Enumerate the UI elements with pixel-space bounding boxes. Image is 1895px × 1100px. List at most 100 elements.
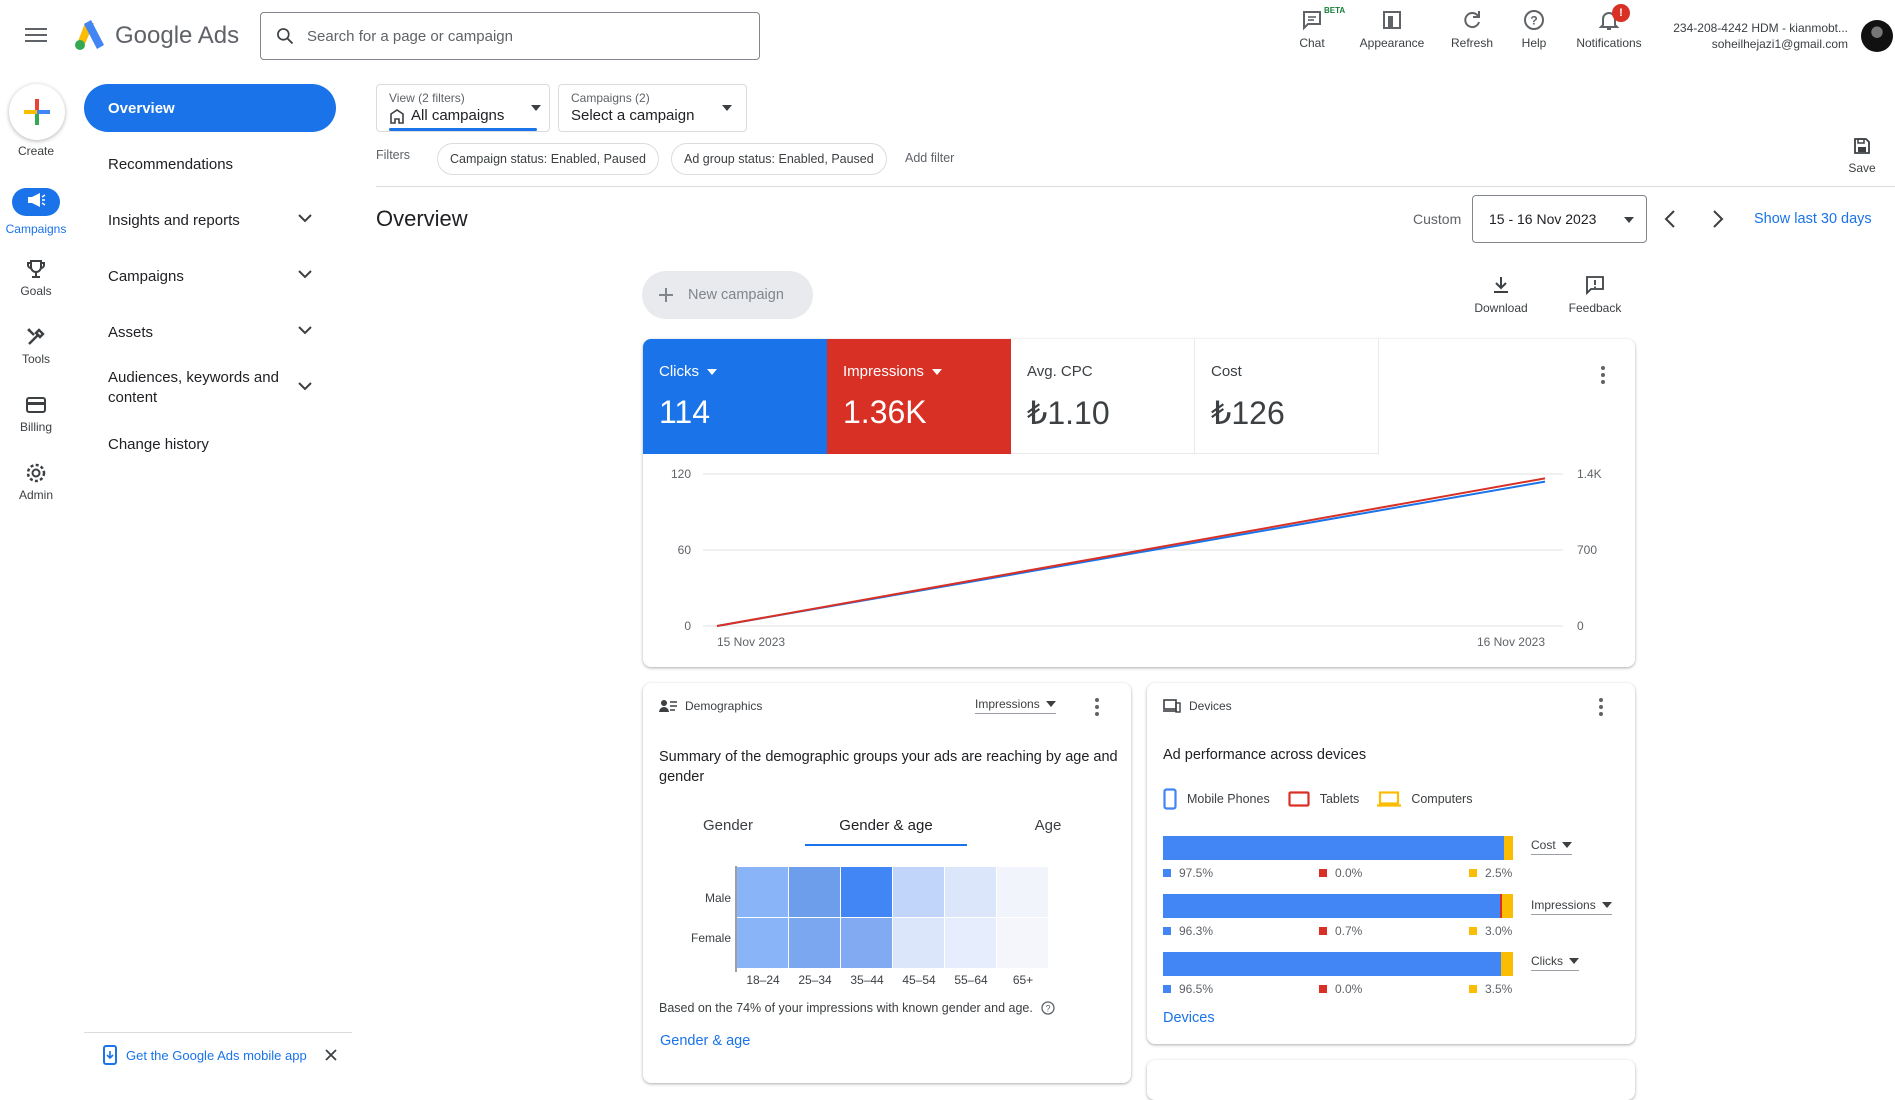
device-bar[interactable]: [1163, 894, 1513, 918]
nav-recommendations[interactable]: Recommendations: [108, 155, 234, 173]
nav-overview[interactable]: Overview: [84, 84, 336, 132]
nav-audiences-label: Audiences, keywords and content: [108, 369, 279, 406]
metric-avg-cpc[interactable]: Avg. CPC ₺1.10: [1011, 339, 1195, 454]
devices-link[interactable]: Devices: [1163, 1010, 1215, 1026]
search-input[interactable]: [307, 27, 727, 45]
save-icon: [1854, 138, 1870, 154]
performance-card: Clicks 114 Impressions 1.36K Avg. CPC ₺1…: [643, 339, 1635, 667]
device-bar[interactable]: [1163, 836, 1513, 860]
heatmap-cell[interactable]: [737, 867, 788, 917]
device-bar-segment: [1504, 836, 1513, 860]
notifications-button[interactable]: ! Notifications: [1564, 4, 1654, 50]
heatmap-cell[interactable]: [997, 918, 1048, 968]
device-metric-select[interactable]: Clicks: [1531, 954, 1579, 971]
devices-icon: [1163, 699, 1181, 713]
metric-avg-cpc-label: Avg. CPC: [1027, 363, 1093, 380]
dropdown-arrow-icon: [722, 105, 732, 111]
device-percent: 97.5%: [1179, 866, 1214, 880]
age-group-label: 18–24: [746, 973, 780, 987]
account-email: soheilhejazi1@gmail.com: [1711, 37, 1848, 51]
heatmap-cell[interactable]: [789, 867, 840, 917]
gender-age-link[interactable]: Gender & age: [660, 1033, 751, 1049]
y-tick-right: 0: [1577, 619, 1584, 633]
show-last-30-days-link[interactable]: Show last 30 days: [1754, 211, 1872, 227]
more-options-icon[interactable]: [1591, 363, 1615, 387]
save-button[interactable]: Save: [1840, 136, 1884, 175]
heatmap-cell[interactable]: [945, 867, 996, 917]
demographics-metric-value: Impressions: [975, 697, 1040, 711]
rail-billing[interactable]: Billing: [0, 394, 72, 434]
device-metric-select[interactable]: Impressions: [1531, 898, 1612, 915]
x-tick-label: 15 Nov 2023: [717, 635, 785, 649]
brand-name: Google Ads: [115, 22, 240, 49]
device-percent-item: 0.0%: [1319, 866, 1362, 880]
create-button[interactable]: [9, 84, 65, 140]
help-icon[interactable]: ?: [1041, 1001, 1055, 1015]
heatmap-cell[interactable]: [789, 918, 840, 968]
new-campaign-button[interactable]: New campaign: [642, 271, 813, 319]
tab-age[interactable]: Age: [1034, 817, 1062, 834]
heatmap-cell[interactable]: [737, 918, 788, 968]
mobile-app-link[interactable]: Get the Google Ads mobile app: [126, 1047, 307, 1063]
chevron-left-icon[interactable]: [1663, 209, 1677, 229]
chevron-right-icon[interactable]: [1711, 209, 1725, 229]
nav-insights-label: Insights and reports: [108, 211, 240, 229]
heatmap-cell[interactable]: [893, 918, 944, 968]
avatar[interactable]: [1861, 20, 1893, 52]
rail-goals[interactable]: Goals: [0, 258, 72, 298]
appearance-button[interactable]: Appearance: [1352, 8, 1432, 50]
tools-icon: [27, 328, 45, 345]
close-icon[interactable]: [325, 1049, 337, 1061]
heatmap-axis: [735, 866, 737, 972]
date-range-select[interactable]: 15 - 16 Nov 2023: [1472, 195, 1647, 243]
device-bar[interactable]: [1163, 952, 1513, 976]
filter-chip-campaign-status[interactable]: Campaign status: Enabled, Paused: [437, 143, 659, 175]
add-filter-button[interactable]: Add filter: [905, 151, 955, 165]
feedback-button[interactable]: Feedback: [1560, 275, 1630, 315]
rail-tools[interactable]: Tools: [0, 326, 72, 366]
rail-campaigns[interactable]: Campaigns: [0, 188, 72, 236]
heatmap-cell[interactable]: [945, 918, 996, 968]
nav-change-history[interactable]: Change history: [108, 435, 209, 453]
demographics-metric-select[interactable]: Impressions: [975, 697, 1056, 714]
refresh-button[interactable]: Refresh: [1432, 8, 1512, 50]
chat-button[interactable]: BETA Chat: [1272, 6, 1352, 50]
y-tick-left: 0: [684, 619, 691, 633]
nav-campaigns[interactable]: Campaigns: [84, 252, 336, 300]
nav-audiences[interactable]: Audiences, keywords and content: [84, 364, 336, 412]
search-box[interactable]: [260, 12, 760, 60]
device-bar-segment: [1502, 894, 1513, 918]
series-line-impressions: [716, 477, 1546, 627]
metric-impressions[interactable]: Impressions 1.36K: [827, 339, 1011, 454]
rail-admin[interactable]: Admin: [0, 462, 72, 502]
view-filter-select[interactable]: View (2 filters) All campaigns: [376, 84, 550, 132]
metric-clicks-value: 114: [659, 394, 711, 430]
main-menu-icon[interactable]: [22, 24, 50, 48]
appearance-label: Appearance: [1359, 36, 1425, 50]
device-metric-label: Impressions: [1531, 898, 1596, 912]
device-metric-select[interactable]: Cost: [1531, 838, 1572, 855]
heatmap-cell[interactable]: [841, 918, 892, 968]
metric-clicks[interactable]: Clicks 114: [643, 339, 827, 454]
heatmap-cell[interactable]: [893, 867, 944, 917]
trophy-icon: [27, 260, 45, 278]
more-options-icon[interactable]: [1085, 695, 1109, 719]
megaphone-icon: [28, 193, 46, 207]
age-group-label: 25–34: [798, 973, 832, 987]
account-id: 234-208-4242 HDM - kianmobt...: [1673, 21, 1848, 35]
help-button[interactable]: ? Help: [1494, 8, 1574, 50]
metric-cost[interactable]: Cost ₺126: [1195, 339, 1379, 454]
tab-gender[interactable]: Gender: [702, 817, 754, 834]
more-options-icon[interactable]: [1589, 695, 1613, 719]
help-label: Help: [1521, 36, 1547, 50]
campaign-select[interactable]: Campaigns (2) Select a campaign: [558, 84, 747, 132]
account-info[interactable]: 234-208-4242 HDM - kianmobt... soheilhej…: [1648, 20, 1848, 52]
heatmap-cell[interactable]: [841, 867, 892, 917]
tab-gender-age[interactable]: Gender & age: [805, 817, 967, 846]
nav-assets[interactable]: Assets: [84, 308, 336, 356]
download-button[interactable]: Download: [1466, 275, 1536, 315]
phone-icon: [103, 1045, 117, 1065]
heatmap-cell[interactable]: [997, 867, 1048, 917]
filter-chip-ad-group-status[interactable]: Ad group status: Enabled, Paused: [671, 143, 887, 175]
nav-insights[interactable]: Insights and reports: [84, 196, 336, 244]
